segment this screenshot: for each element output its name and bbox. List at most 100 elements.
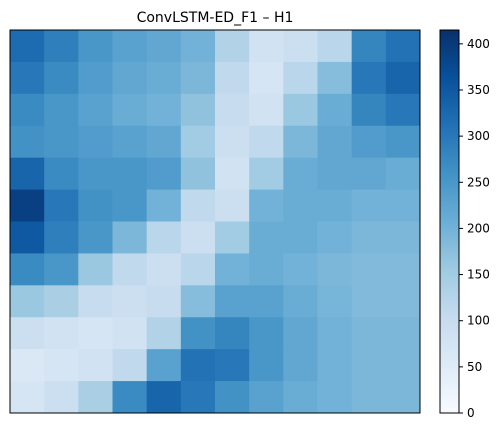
heatmap-cell	[146, 189, 182, 222]
heatmap-cell	[317, 125, 353, 159]
heatmap-cell	[351, 61, 387, 95]
heatmap-cell	[385, 61, 421, 95]
heatmap-cell	[112, 253, 148, 286]
heatmap-cell	[351, 93, 387, 127]
heatmap-cell	[44, 285, 79, 318]
heatmap-cell	[351, 285, 387, 318]
heatmap-cell	[351, 317, 387, 350]
heatmap-cell	[10, 30, 45, 63]
colorbar-ticks: 0 50 100 150 200 250 300 350 400	[459, 37, 490, 420]
heatmap-cell	[112, 30, 148, 63]
heatmap-cell	[249, 349, 284, 382]
heatmap-cell	[351, 189, 387, 222]
heatmap-cell	[215, 285, 250, 318]
heatmap-cell	[215, 93, 250, 127]
colorbar-tick-label: 250	[467, 175, 490, 189]
heatmap-cell	[10, 221, 45, 254]
heatmap-frame	[9, 29, 421, 414]
heatmap-cell	[215, 189, 250, 222]
heatmap-cell	[44, 253, 79, 286]
heatmap-cell	[112, 93, 148, 127]
heatmap-cell	[146, 30, 182, 63]
heatmap-cell	[215, 253, 250, 286]
heatmap-cell	[385, 189, 421, 222]
heatmap-cell	[385, 285, 421, 318]
heatmap-cell	[112, 125, 148, 159]
heatmap-cell	[249, 157, 284, 191]
heatmap-cell	[180, 317, 216, 350]
colorbar-frame	[439, 29, 460, 414]
heatmap-cell	[78, 349, 113, 382]
heatmap-cell	[78, 221, 113, 254]
heatmap-cell	[180, 253, 216, 286]
heatmap-cell	[10, 93, 45, 127]
colorbar	[440, 30, 459, 413]
heatmap-cell	[112, 285, 148, 318]
colorbar-tick-label: 200	[467, 221, 490, 235]
heatmap-cell	[146, 125, 182, 159]
heatmap-cell	[10, 157, 45, 191]
heatmap-cell	[283, 381, 318, 414]
heatmap-cell	[249, 221, 284, 254]
heatmap-cell	[351, 30, 387, 63]
heatmap-cell	[351, 157, 387, 191]
heatmap-cell	[215, 349, 250, 382]
heatmap-cell	[44, 221, 79, 254]
heatmap-cell	[146, 157, 182, 191]
heatmap-cell	[249, 317, 284, 350]
heatmap-cell	[385, 125, 421, 159]
heatmap-cells	[10, 30, 421, 414]
heatmap-cell	[283, 30, 318, 63]
heatmap-cell	[10, 125, 45, 159]
heatmap-cell	[215, 125, 250, 159]
heatmap-cell	[317, 157, 353, 191]
heatmap-cell	[317, 93, 353, 127]
heatmap-cell	[44, 30, 79, 63]
heatmap-cell	[215, 61, 250, 95]
colorbar-tick-label: 400	[467, 37, 490, 51]
colorbar-tick-label: 50	[467, 360, 482, 374]
heatmap-cell	[10, 285, 45, 318]
heatmap-cell	[146, 221, 182, 254]
heatmap-cell	[78, 189, 113, 222]
heatmap-cell	[351, 125, 387, 159]
heatmap-cell	[317, 61, 353, 95]
heatmap-cell	[351, 253, 387, 286]
heatmap-cell	[44, 189, 79, 222]
heatmap-cell	[180, 61, 216, 95]
heatmap-cell	[10, 349, 45, 382]
heatmap-cell	[180, 221, 216, 254]
heatmap-cell	[78, 317, 113, 350]
heatmap-cell	[351, 221, 387, 254]
heatmap-cell	[44, 381, 79, 414]
heatmap-cell	[78, 93, 113, 127]
heatmap-cell	[44, 125, 79, 159]
heatmap-cell	[180, 381, 216, 414]
heatmap-cell	[283, 221, 318, 254]
heatmap-cell	[317, 30, 353, 63]
heatmap-cell	[249, 93, 284, 127]
heatmap-cell	[180, 157, 216, 191]
heatmap-cell	[78, 157, 113, 191]
heatmap-cell	[317, 317, 353, 350]
heatmap-cell	[180, 349, 216, 382]
heatmap-cell	[146, 93, 182, 127]
heatmap-cell	[10, 253, 45, 286]
heatmap-cell	[317, 285, 353, 318]
heatmap-cell	[283, 189, 318, 222]
heatmap-cell	[385, 253, 421, 286]
heatmap-cell	[283, 253, 318, 286]
heatmap-cell	[283, 125, 318, 159]
heatmap-cell	[180, 125, 216, 159]
heatmap-cell	[78, 285, 113, 318]
heatmap-cell	[283, 285, 318, 318]
heatmap-cell	[283, 157, 318, 191]
heatmap-cell	[78, 125, 113, 159]
colorbar-tick-label: 150	[467, 268, 490, 282]
colorbar-tick-label: 100	[467, 314, 490, 328]
heatmap-cell	[146, 381, 182, 414]
heatmap-cell	[249, 30, 284, 63]
heatmap-cell	[215, 221, 250, 254]
heatmap-cell	[112, 61, 148, 95]
